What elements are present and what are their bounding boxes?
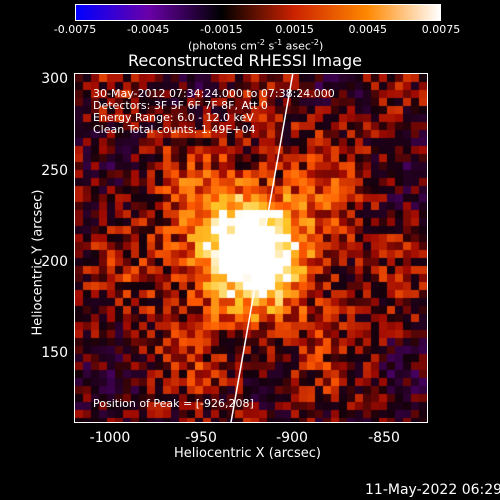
colorbar-tick-label: 0.0075: [421, 23, 461, 36]
ytick-label: 300: [41, 71, 68, 87]
plot-area: 30-May-2012 07:34:24.000 to 07:38:24.000…: [74, 73, 428, 423]
y-axis-label: Heliocentric Y (arcsec): [30, 189, 46, 336]
xtick-label: -950: [185, 430, 217, 446]
colorbar: [75, 4, 441, 21]
colorbar-tick-label: 0.0045: [348, 23, 388, 36]
datestamp: 11-May-2022 06:29: [365, 482, 500, 498]
chart-title: Reconstructed RHESSI Image: [128, 51, 362, 70]
colorbar-tick-label: 0.0015: [275, 23, 314, 36]
solar-limb-line: [230, 74, 294, 422]
heatmap-image: [75, 74, 427, 422]
ytick-label: 150: [41, 345, 68, 361]
x-axis-label: Heliocentric X (arcsec): [174, 446, 321, 461]
xtick-label: -850: [368, 430, 400, 446]
ytick-label: 200: [41, 254, 68, 270]
colorbar-tick-label: -0.0045: [126, 23, 170, 36]
xtick-label: -1000: [89, 430, 131, 446]
colorbar-tick-label: -0.0015: [200, 23, 243, 36]
xtick-label: -900: [276, 430, 308, 446]
info-time-range: 30-May-2012 07:34:24.000 to 07:38:24.000: [93, 87, 335, 100]
info-detectors: Detectors: 3F 5F 6F 7F 8F, Att 0: [93, 99, 268, 112]
limb-overlay: [230, 74, 294, 422]
info-peak-position: Position of Peak = [-926,208]: [93, 397, 254, 410]
colorbar-units: (photons cm-2 s-1 asec-2): [188, 38, 324, 53]
colorbar-tick-label: -0.0075: [53, 23, 97, 36]
ytick-label: 250: [41, 163, 68, 179]
info-clean: Clean Total counts: 1.49E+04: [93, 123, 256, 136]
info-energy: Energy Range: 6.0 - 12.0 keV: [93, 111, 254, 124]
